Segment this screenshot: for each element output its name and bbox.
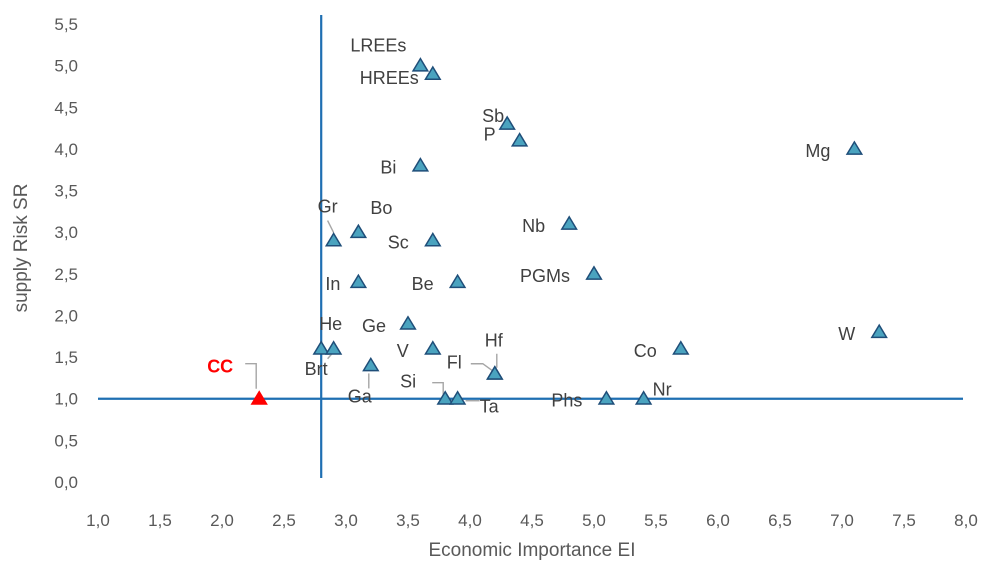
y-tick-label: 3,5 bbox=[54, 182, 78, 201]
x-tick-label: 6,0 bbox=[706, 511, 730, 530]
x-tick-label: 7,0 bbox=[830, 511, 854, 530]
x-tick-label: 4,5 bbox=[520, 511, 544, 530]
leader-lines bbox=[245, 220, 498, 402]
point-label-v: V bbox=[397, 341, 409, 361]
y-tick-label: 5,0 bbox=[54, 57, 78, 76]
point-marker-ta bbox=[448, 390, 467, 405]
data-points bbox=[250, 57, 888, 405]
x-tick-label: 1,5 bbox=[148, 511, 172, 530]
point-label-co: Co bbox=[634, 341, 657, 361]
point-marker-v bbox=[424, 340, 442, 355]
point-label-hrees: HREEs bbox=[360, 68, 419, 88]
point-marker-bi bbox=[411, 157, 430, 172]
point-label-be: Be bbox=[412, 274, 434, 294]
y-tick-labels: 0,0 0,5 1,0 1,5 2,0 2,5 3,0 3,5 4,0 4,5 5,0 5,5 bbox=[54, 15, 78, 492]
leader-line-si bbox=[432, 382, 444, 396]
point-marker-ga bbox=[362, 356, 380, 372]
point-marker-w bbox=[870, 323, 888, 339]
x-tick-label: 1,0 bbox=[86, 511, 110, 530]
point-marker-be bbox=[448, 273, 467, 289]
point-label-he: He bbox=[319, 314, 342, 334]
x-axis-title: Economic Importance EI bbox=[429, 540, 636, 561]
point-marker-in bbox=[349, 273, 368, 289]
x-tick-label: 5,0 bbox=[582, 511, 606, 530]
y-tick-label: 2,0 bbox=[54, 306, 78, 325]
point-marker-sc bbox=[424, 232, 442, 247]
point-marker-mg bbox=[845, 140, 864, 155]
leader-line-fl bbox=[470, 363, 495, 373]
y-tick-label: 0,5 bbox=[54, 431, 78, 450]
point-marker-hrees bbox=[424, 65, 442, 80]
leader-line-cc bbox=[245, 363, 257, 389]
y-tick-label: 3,0 bbox=[54, 223, 78, 242]
point-label-sc: Sc bbox=[388, 233, 409, 253]
y-tick-label: 4,0 bbox=[54, 140, 78, 159]
point-marker-p bbox=[510, 132, 529, 147]
x-tick-label: 3,5 bbox=[396, 511, 420, 530]
point-label-sb: Sb bbox=[482, 106, 504, 126]
point-marker-he bbox=[312, 340, 330, 355]
x-tick-label: 2,0 bbox=[210, 511, 234, 530]
point-label-bo: Bo bbox=[370, 198, 392, 218]
point-label-in: In bbox=[325, 274, 340, 294]
point-marker-cc bbox=[250, 390, 268, 405]
point-marker-bo bbox=[349, 223, 368, 239]
point-marker-pgms bbox=[585, 265, 603, 280]
point-label-ga: Ga bbox=[348, 386, 373, 406]
point-label-brt: Brt bbox=[305, 359, 328, 379]
point-label-nr: Nr bbox=[653, 380, 672, 400]
point-label-si: Si bbox=[400, 372, 416, 392]
x-tick-label: 7,5 bbox=[892, 511, 916, 530]
y-tick-label: 2,5 bbox=[54, 265, 78, 284]
point-marker-nr bbox=[634, 390, 653, 405]
point-marker-lrees bbox=[411, 57, 430, 72]
point-marker-ge bbox=[399, 315, 417, 330]
leader-line-gr bbox=[326, 220, 335, 233]
point-label-p: P bbox=[484, 125, 496, 145]
threshold-lines bbox=[98, 15, 963, 478]
y-tick-label: 5,5 bbox=[54, 15, 78, 34]
y-axis-title: supply Risk SR bbox=[11, 184, 32, 313]
point-marker-hf bbox=[486, 365, 504, 380]
y-tick-label: 4,5 bbox=[54, 98, 78, 117]
x-tick-labels: 1,0 1,5 2,0 2,5 3,0 3,5 4,0 4,5 5,0 5,5 6,0 6,5 7,0 7… bbox=[86, 511, 978, 530]
point-label-cc: CC bbox=[207, 357, 233, 377]
point-label-ta: Ta bbox=[480, 397, 500, 417]
point-marker-phs bbox=[597, 390, 616, 405]
point-marker-brt bbox=[324, 340, 343, 355]
point-label-fl: Fl bbox=[447, 353, 462, 373]
point-marker-sb bbox=[498, 115, 516, 130]
point-label-lrees: LREEs bbox=[350, 36, 406, 56]
point-label-hf: Hf bbox=[485, 331, 504, 351]
point-label-w: W bbox=[838, 324, 855, 344]
point-label-gr: Gr bbox=[318, 197, 338, 217]
point-label-ge: Ge bbox=[362, 316, 386, 336]
point-labels: LREEs HREEs SbP Mg Bi Nb Bo Gr Sc PGMs In Be Ge W He Br… bbox=[207, 36, 855, 417]
x-tick-label: 6,5 bbox=[768, 511, 792, 530]
point-marker-nb bbox=[560, 215, 578, 230]
point-marker-co bbox=[672, 340, 690, 355]
y-tick-label: 0,0 bbox=[54, 473, 78, 492]
x-tick-label: 3,0 bbox=[334, 511, 358, 530]
x-tick-label: 4,0 bbox=[458, 511, 482, 530]
x-tick-label: 5,5 bbox=[644, 511, 668, 530]
y-tick-label: 1,0 bbox=[54, 390, 78, 409]
point-label-pgms: PGMs bbox=[520, 266, 570, 286]
x-tick-label: 2,5 bbox=[272, 511, 296, 530]
point-marker-gr bbox=[324, 232, 343, 247]
point-label-phs: Phs bbox=[551, 391, 582, 411]
point-label-bi: Bi bbox=[380, 158, 396, 178]
x-tick-label: 8,0 bbox=[954, 511, 978, 530]
point-marker-si bbox=[436, 390, 454, 405]
y-tick-label: 1,5 bbox=[54, 348, 78, 367]
point-label-mg: Mg bbox=[805, 141, 830, 161]
point-label-nb: Nb bbox=[522, 216, 545, 236]
